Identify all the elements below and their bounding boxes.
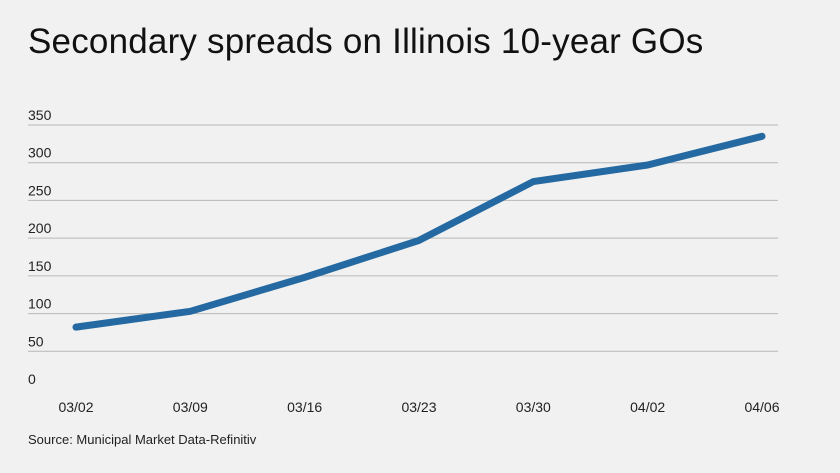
- x-tick-label: 03/23: [401, 399, 436, 415]
- y-tick-label: 350: [28, 107, 52, 123]
- chart-title: Secondary spreads on Illinois 10-year GO…: [28, 22, 704, 61]
- y-tick-label: 200: [28, 220, 52, 236]
- x-tick-label: 03/30: [516, 399, 551, 415]
- y-tick-label: 50: [28, 333, 44, 349]
- series-lines: [72, 132, 766, 331]
- y-axis-tick-labels: 0 50 100 150 200 250 300 350: [28, 107, 52, 387]
- y-tick-label: 100: [28, 296, 52, 312]
- x-axis-tick-labels: 03/02 03/09 03/16 03/23 03/30 04/02 04/06: [58, 399, 779, 415]
- x-tick-label: 04/06: [744, 399, 779, 415]
- source-note: Source: Municipal Market Data-Refinitiv: [28, 432, 257, 447]
- y-tick-label: 300: [28, 145, 52, 161]
- series-line: [72, 132, 766, 331]
- y-tick-label: 0: [28, 371, 36, 387]
- x-tick-label: 03/02: [58, 399, 93, 415]
- y-tick-label: 250: [28, 182, 52, 198]
- x-tick-label: 03/09: [173, 399, 208, 415]
- y-tick-label: 150: [28, 258, 52, 274]
- x-tick-label: 03/16: [287, 399, 322, 415]
- x-tick-label: 04/02: [630, 399, 665, 415]
